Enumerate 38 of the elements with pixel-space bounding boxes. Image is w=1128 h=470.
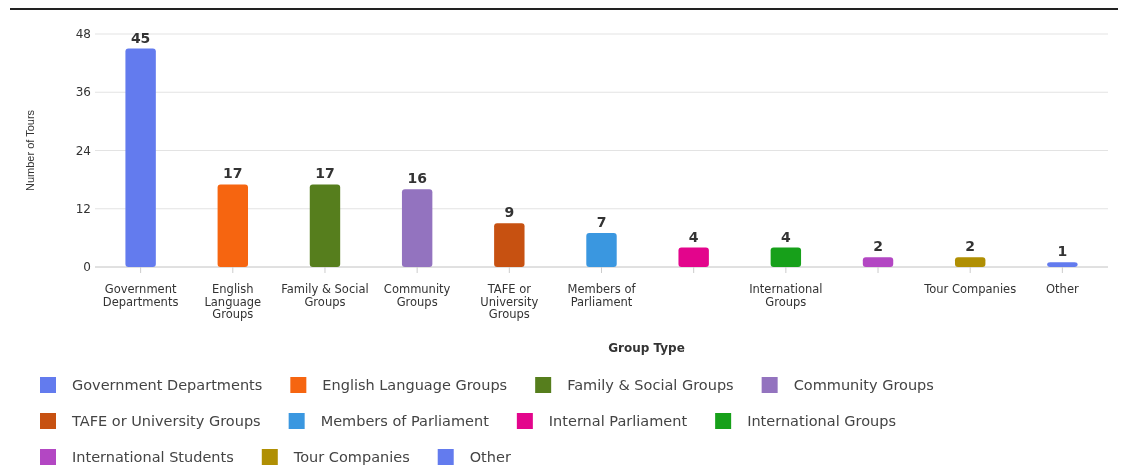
y-tick-label: 24 xyxy=(75,143,91,158)
x-tick-label: Community Groups xyxy=(383,282,451,309)
data-label: 9 xyxy=(504,204,515,221)
x-tick-label: International Groups xyxy=(749,282,823,309)
data-label: 1 xyxy=(1057,243,1068,260)
legend-label: International Students xyxy=(72,449,234,466)
legend-label: Family & Social Groups xyxy=(567,377,734,394)
legend-label: Government Departments xyxy=(72,377,263,394)
legend-label: Community Groups xyxy=(793,377,934,394)
data-label: 16 xyxy=(407,170,427,187)
legend-label: English Language Groups xyxy=(322,377,508,394)
x-axis-title: Group Type xyxy=(608,341,685,355)
data-label: 2 xyxy=(965,238,976,255)
legend-label: Members of Parliament xyxy=(320,413,490,430)
y-tick-label: 0 xyxy=(83,260,91,275)
data-label: 45 xyxy=(130,29,151,46)
data-label: 4 xyxy=(688,228,699,245)
data-label: 4 xyxy=(780,228,791,245)
x-tick-label: English Language Groups xyxy=(204,282,262,321)
data-label: 2 xyxy=(873,238,883,255)
y-tick-label: 36 xyxy=(75,85,91,100)
y-axis-title: Number of Tours xyxy=(24,109,36,192)
x-tick-label: TAFE or University Groups xyxy=(480,282,539,321)
x-tick-label: Family & Social Groups xyxy=(281,282,369,309)
data-label: 17 xyxy=(315,165,335,182)
x-tick-label: Members of Parliament xyxy=(567,282,637,309)
x-tick-label: Tour Companies xyxy=(923,282,1017,296)
data-label: 17 xyxy=(223,165,243,182)
legend-label: TAFE or University Groups xyxy=(71,413,261,430)
x-tick-label: Government Departments xyxy=(102,282,179,309)
y-tick-label: 48 xyxy=(75,27,91,42)
legend-label: International Groups xyxy=(747,413,896,430)
legend-label: Other xyxy=(469,449,511,466)
x-tick-label: Other xyxy=(1046,282,1079,296)
y-tick-label: 12 xyxy=(75,201,91,216)
legend-label: Internal Parliament xyxy=(548,413,688,430)
legend-label: Tour Companies xyxy=(292,449,410,466)
data-label: 7 xyxy=(596,214,607,231)
